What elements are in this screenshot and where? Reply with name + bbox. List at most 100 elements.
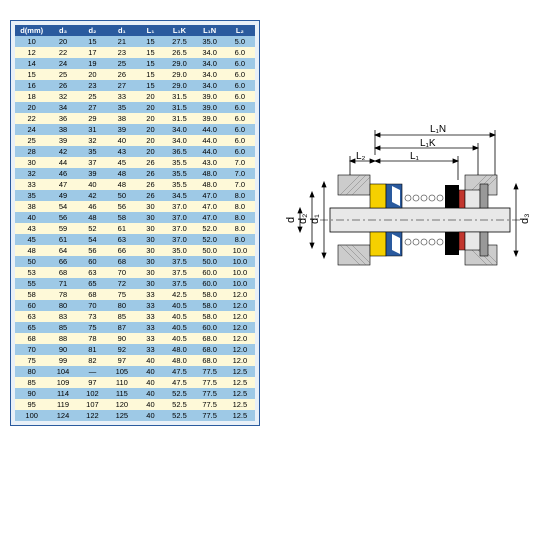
- table-cell: 37.5: [164, 267, 194, 278]
- table-cell: 12.0: [225, 311, 255, 322]
- table-cell: 68.0: [195, 333, 225, 344]
- table-row: 284235432036.544.06.0: [15, 146, 255, 157]
- table-cell: 31.5: [164, 102, 194, 113]
- table-row: 102015211527.535.05.0: [15, 36, 255, 47]
- dimension-table: d(mm)d₃d₂d₁L₁L₁KL₁NL₂ 102015211527.535.0…: [10, 20, 260, 426]
- table-cell: 35: [78, 146, 107, 157]
- label-d3: d₃: [519, 213, 531, 224]
- column-header: L₁K: [164, 25, 194, 36]
- table-cell: 6.0: [225, 113, 255, 124]
- table-cell: 15: [15, 69, 48, 80]
- table-row: 183225332031.539.06.0: [15, 91, 255, 102]
- table-cell: 34: [48, 102, 77, 113]
- table-cell: 61: [107, 223, 136, 234]
- table-cell: 12: [15, 47, 48, 58]
- table-row: 142419251529.034.06.0: [15, 58, 255, 69]
- table-row: 203427352031.539.06.0: [15, 102, 255, 113]
- table-cell: 40: [15, 212, 48, 223]
- table-cell: 63: [78, 267, 107, 278]
- table-cell: 52.0: [195, 223, 225, 234]
- table-cell: 15: [137, 58, 165, 69]
- table-cell: 35.0: [164, 245, 194, 256]
- table-cell: 25: [48, 69, 77, 80]
- table-cell: 8.0: [225, 223, 255, 234]
- table-cell: 15: [137, 47, 165, 58]
- table-cell: 54: [48, 201, 77, 212]
- table-cell: 6.0: [225, 146, 255, 157]
- table-cell: 105: [107, 366, 136, 377]
- table-cell: 6.0: [225, 124, 255, 135]
- table-cell: 52.5: [164, 399, 194, 410]
- table-cell: 20: [137, 91, 165, 102]
- table-cell: 20: [137, 102, 165, 113]
- table-cell: 124: [48, 410, 77, 421]
- table-cell: 42.5: [164, 289, 194, 300]
- table-cell: 65: [78, 278, 107, 289]
- table-cell: 12.5: [225, 366, 255, 377]
- table-cell: 40.5: [164, 333, 194, 344]
- table-cell: 77.5: [195, 410, 225, 421]
- table-cell: 65: [15, 322, 48, 333]
- table-cell: 23: [78, 80, 107, 91]
- table-cell: 48.0: [164, 344, 194, 355]
- table-cell: 39: [107, 124, 136, 135]
- table-cell: 45: [15, 234, 48, 245]
- table-cell: 49: [48, 190, 77, 201]
- table-cell: 33: [137, 344, 165, 355]
- table-cell: 10.0: [225, 278, 255, 289]
- table-cell: 37.0: [164, 234, 194, 245]
- column-header: L₁: [137, 25, 165, 36]
- table-cell: 26: [137, 190, 165, 201]
- table-cell: 27.5: [164, 36, 194, 47]
- table-cell: 36.5: [164, 146, 194, 157]
- table-cell: 12.5: [225, 399, 255, 410]
- table-cell: 12.5: [225, 410, 255, 421]
- table-cell: 5.0: [225, 36, 255, 47]
- table-cell: 68: [107, 256, 136, 267]
- table-row: 557165723037.560.010.0: [15, 278, 255, 289]
- table-cell: 81: [78, 344, 107, 355]
- table-cell: 58: [15, 289, 48, 300]
- table-cell: 46: [48, 168, 77, 179]
- table-cell: 71: [48, 278, 77, 289]
- table-cell: 31.5: [164, 113, 194, 124]
- table-cell: 60: [15, 300, 48, 311]
- table-cell: 99: [48, 355, 77, 366]
- label-L1: L₁: [410, 151, 420, 162]
- table-cell: 48.0: [195, 179, 225, 190]
- table-cell: 12.0: [225, 355, 255, 366]
- table-row: 85109971104047.577.512.5: [15, 377, 255, 388]
- table-cell: 50: [15, 256, 48, 267]
- table-cell: 33: [137, 311, 165, 322]
- table-cell: 10.0: [225, 256, 255, 267]
- table-row: 253932402034.044.06.0: [15, 135, 255, 146]
- table-cell: 39.0: [195, 113, 225, 124]
- table-cell: 17: [78, 47, 107, 58]
- table-cell: 33: [137, 333, 165, 344]
- table-cell: 47.5: [164, 377, 194, 388]
- table-cell: 97: [78, 377, 107, 388]
- table-row: 80104—1054047.577.512.5: [15, 366, 255, 377]
- table-row: 587868753342.558.012.0: [15, 289, 255, 300]
- table-cell: 42: [78, 190, 107, 201]
- table-cell: 26.5: [164, 47, 194, 58]
- table-cell: 26: [107, 69, 136, 80]
- table-cell: 77.5: [195, 388, 225, 399]
- table-cell: 40: [137, 388, 165, 399]
- table-cell: 77.5: [195, 377, 225, 388]
- table-cell: 29.0: [164, 58, 194, 69]
- table-cell: 56: [107, 201, 136, 212]
- table-cell: 14: [15, 58, 48, 69]
- table-cell: 31.5: [164, 91, 194, 102]
- table-cell: 20: [48, 36, 77, 47]
- table-cell: 20: [137, 135, 165, 146]
- table-row: 435952613037.052.08.0: [15, 223, 255, 234]
- table-cell: 60: [78, 256, 107, 267]
- table-cell: 30: [137, 267, 165, 278]
- table-cell: 15: [137, 36, 165, 47]
- table-cell: 44.0: [195, 124, 225, 135]
- table-cell: 52.5: [164, 410, 194, 421]
- table-row: 456154633037.052.08.0: [15, 234, 255, 245]
- table-cell: 39.0: [195, 91, 225, 102]
- table-cell: 12.0: [225, 289, 255, 300]
